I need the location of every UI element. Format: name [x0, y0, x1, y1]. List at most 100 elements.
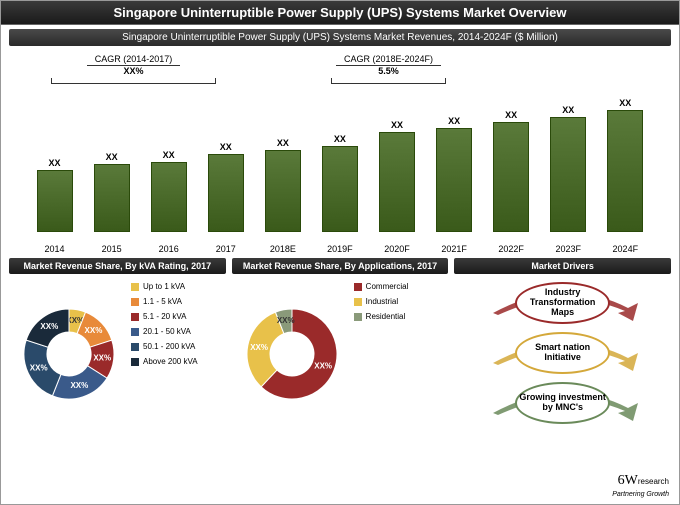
legend-label: 1.1 - 5 kVA: [143, 297, 182, 306]
legend-swatch: [354, 298, 362, 306]
slice-label: XX%: [85, 326, 103, 335]
legend-label: Commercial: [366, 282, 409, 291]
legend-item: 5.1 - 20 kVA: [131, 312, 226, 321]
bar-value-label: XX: [220, 142, 232, 152]
driver-text: Smart nation Initiative: [515, 332, 610, 374]
legend-item: Residential: [354, 312, 449, 321]
x-axis-label: 2023F: [548, 244, 588, 254]
cagr1-label: CAGR (2014-2017): [87, 54, 181, 66]
cagr1-value: XX%: [51, 66, 216, 76]
bar-value-label: XX: [49, 158, 61, 168]
revenue-bar-chart: CAGR (2014-2017) XX% CAGR (2018E-2024F) …: [21, 54, 659, 254]
legend-swatch: [131, 298, 139, 306]
legend-swatch: [131, 283, 139, 291]
bar-value-label: XX: [106, 152, 118, 162]
bar-2020F: XX: [377, 120, 417, 232]
bar-2024F: XX: [605, 98, 645, 232]
bar-rect: [265, 150, 301, 232]
legend-item: Commercial: [354, 282, 449, 291]
legend-swatch: [131, 343, 139, 351]
x-axis-label: 2016: [149, 244, 189, 254]
x-axis-label: 2015: [92, 244, 132, 254]
logo-sub: research: [638, 477, 669, 486]
bar-value-label: XX: [334, 134, 346, 144]
donut-app-panel: Market Revenue Share, By Applications, 2…: [232, 258, 449, 460]
donut2-title: Market Revenue Share, By Applications, 2…: [232, 258, 449, 274]
logo-tagline: Partnering Growth: [612, 491, 669, 498]
legend-item: Up to 1 kVA: [131, 282, 226, 291]
bar-rect: [607, 110, 643, 232]
x-axis-label: 2018E: [263, 244, 303, 254]
bar-rect: [37, 170, 73, 232]
logo-main: 6W: [618, 473, 638, 488]
chart-subtitle: Singapore Uninterruptible Power Supply (…: [9, 29, 671, 46]
x-axis-label: 2019F: [320, 244, 360, 254]
bar-value-label: XX: [391, 120, 403, 130]
driver-item: Industry Transformation Maps: [458, 280, 667, 326]
legend-item: Industrial: [354, 297, 449, 306]
legend-label: Above 200 kVA: [143, 357, 198, 366]
bar-rect: [208, 154, 244, 232]
bar-2015: XX: [92, 152, 132, 232]
bar-2023F: XX: [548, 105, 588, 232]
x-axis-label: 2020F: [377, 244, 417, 254]
slice-label: XX%: [30, 363, 48, 372]
bar-value-label: XX: [505, 110, 517, 120]
bar-2016: XX: [149, 150, 189, 232]
x-axis-label: 2022F: [491, 244, 531, 254]
bar-value-label: XX: [448, 116, 460, 126]
slice-label: XX%: [70, 381, 88, 390]
x-axis-label: 2017: [206, 244, 246, 254]
legend-swatch: [131, 313, 139, 321]
donut-chart-app: XX%XX%XX%: [232, 274, 352, 424]
donut-kva-panel: Market Revenue Share, By kVA Rating, 201…: [9, 258, 226, 460]
donut1-title: Market Revenue Share, By kVA Rating, 201…: [9, 258, 226, 274]
drivers-title: Market Drivers: [454, 258, 671, 274]
page-title: Singapore Uninterruptible Power Supply (…: [1, 1, 679, 25]
drivers-panel: Market Drivers Industry Transformation M…: [454, 258, 671, 460]
x-axis-label: 2024F: [605, 244, 645, 254]
legend-label: Up to 1 kVA: [143, 282, 185, 291]
bar-value-label: XX: [562, 105, 574, 115]
x-axis-label: 2021F: [434, 244, 474, 254]
legend-label: Industrial: [366, 297, 398, 306]
bar-rect: [151, 162, 187, 232]
slice-label: XX%: [250, 343, 268, 352]
slice-label: XX%: [276, 316, 294, 325]
bar-2014: XX: [35, 158, 75, 232]
legend-swatch: [131, 328, 139, 336]
cagr2-label: CAGR (2018E-2024F): [336, 54, 441, 66]
bar-2019F: XX: [320, 134, 360, 232]
bar-2017: XX: [206, 142, 246, 232]
driver-text: Industry Transformation Maps: [515, 282, 610, 324]
bar-rect: [550, 117, 586, 232]
bar-rect: [94, 164, 130, 232]
slice-label: XX%: [40, 322, 58, 331]
legend-label: 20.1 - 50 kVA: [143, 327, 191, 336]
driver-item: Smart nation Initiative: [458, 330, 667, 376]
driver-text: Growing investment by MNC's: [515, 382, 610, 424]
legend-label: Residential: [366, 312, 406, 321]
bar-value-label: XX: [619, 98, 631, 108]
slice-label: XX%: [93, 353, 111, 362]
bar-rect: [436, 128, 472, 232]
legend-item: 20.1 - 50 kVA: [131, 327, 226, 336]
driver-item: Growing investment by MNC's: [458, 380, 667, 426]
bar-value-label: XX: [163, 150, 175, 160]
logo: 6Wresearch Partnering Growth: [612, 473, 669, 498]
bar-rect: [493, 122, 529, 232]
legend-swatch: [131, 358, 139, 366]
legend-swatch: [354, 283, 362, 291]
bar-rect: [322, 146, 358, 232]
legend-item: Above 200 kVA: [131, 357, 226, 366]
cagr2-value: 5.5%: [331, 66, 446, 76]
bar-2022F: XX: [491, 110, 531, 232]
legend-label: 50.1 - 200 kVA: [143, 342, 195, 351]
bar-2021F: XX: [434, 116, 474, 232]
donut-chart-kva: XX%XX%XX%XX%XX%XX%: [9, 274, 129, 424]
legend-label: 5.1 - 20 kVA: [143, 312, 186, 321]
legend-item: 50.1 - 200 kVA: [131, 342, 226, 351]
legend-swatch: [354, 313, 362, 321]
legend-item: 1.1 - 5 kVA: [131, 297, 226, 306]
bar-value-label: XX: [277, 138, 289, 148]
